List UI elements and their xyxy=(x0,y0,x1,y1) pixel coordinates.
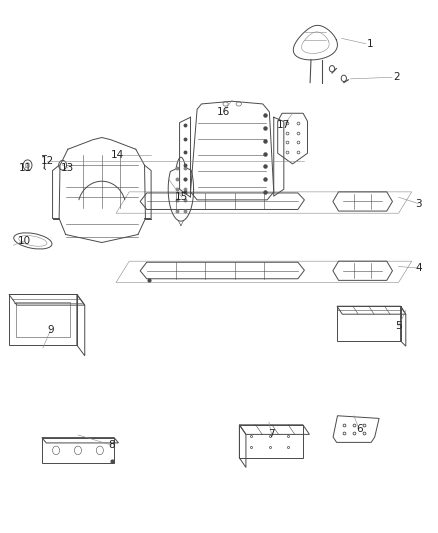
Text: 6: 6 xyxy=(356,424,363,434)
Text: 12: 12 xyxy=(41,156,54,166)
Text: 11: 11 xyxy=(19,163,32,173)
Text: 15: 15 xyxy=(175,192,188,202)
Text: 1: 1 xyxy=(367,39,374,49)
Text: 10: 10 xyxy=(18,236,31,246)
Text: 9: 9 xyxy=(47,326,54,335)
Text: 16: 16 xyxy=(217,107,230,117)
Text: 4: 4 xyxy=(415,263,422,273)
Text: 2: 2 xyxy=(393,72,400,82)
Text: 5: 5 xyxy=(395,321,402,331)
Text: 3: 3 xyxy=(415,199,422,208)
Text: 14: 14 xyxy=(111,150,124,159)
Text: 17: 17 xyxy=(277,120,290,130)
Text: 7: 7 xyxy=(268,430,275,439)
Text: 8: 8 xyxy=(108,440,115,450)
Text: 13: 13 xyxy=(61,163,74,173)
